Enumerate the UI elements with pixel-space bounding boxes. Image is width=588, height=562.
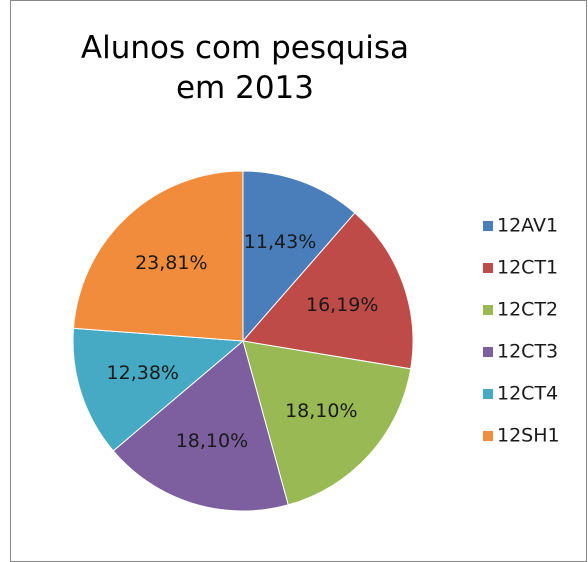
pie-slice <box>112 340 289 512</box>
legend-swatch <box>483 305 493 315</box>
data-label: 16,19% <box>306 294 378 316</box>
legend-swatch <box>483 263 493 273</box>
legend-swatch <box>483 389 493 399</box>
pie-slice <box>72 327 245 452</box>
data-label: 23,81% <box>135 252 207 274</box>
legend-label: 12CT2 <box>497 299 558 321</box>
legend-label: 12AV1 <box>497 215 558 237</box>
pie-slice <box>242 170 356 343</box>
chart-title: Alunos com pesquisa em 2013 <box>80 30 410 106</box>
data-label: 18,10% <box>285 400 357 422</box>
data-label: 12,38% <box>107 362 179 384</box>
pie-slice <box>242 212 414 370</box>
legend-swatch <box>483 431 493 441</box>
legend-swatch <box>483 221 493 231</box>
pie-slice <box>242 340 412 506</box>
legend-label: 12CT1 <box>497 257 558 279</box>
legend-label: 12CT3 <box>497 341 558 363</box>
legend-label: 12SH1 <box>497 425 560 447</box>
legend-swatch <box>483 347 493 357</box>
data-label: 11,43% <box>244 231 316 253</box>
pie-slice <box>72 170 244 342</box>
legend-label: 12CT4 <box>497 383 558 405</box>
data-label: 18,10% <box>176 430 248 452</box>
